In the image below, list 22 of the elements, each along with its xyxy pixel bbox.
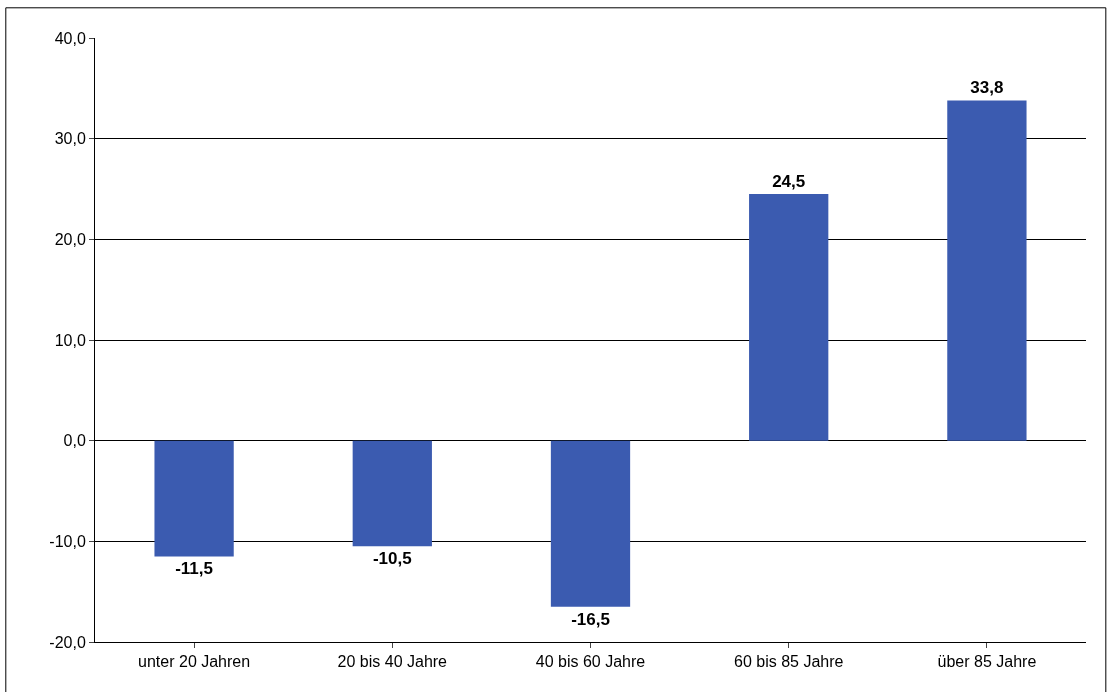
x-tick-label: 20 bis 40 Jahre <box>337 653 448 671</box>
bar <box>749 194 829 441</box>
y-tick-label: 30,0 <box>54 130 86 148</box>
x-tick-label: 40 bis 60 Jahre <box>535 653 646 671</box>
y-tick-label: 40,0 <box>54 29 86 47</box>
bar <box>154 440 234 557</box>
data-label: 33,8 <box>970 78 1004 98</box>
y-tick-label: 0,0 <box>63 432 86 450</box>
data-label: -10,5 <box>372 549 412 569</box>
y-tick-label: -10,0 <box>49 532 86 550</box>
data-label: -11,5 <box>175 559 214 579</box>
x-tick-label: 60 bis 85 Jahre <box>734 653 844 671</box>
bar <box>352 440 432 547</box>
data-label: 24,5 <box>772 172 806 192</box>
x-tick-label: über 85 Jahre <box>937 653 1037 671</box>
x-tick-label: unter 20 Jahren <box>138 653 251 671</box>
data-label: -16,5 <box>571 609 610 629</box>
y-tick-label: 20,0 <box>54 230 86 248</box>
bar <box>550 440 631 607</box>
bar <box>947 100 1027 441</box>
y-tick-label: -20,0 <box>49 633 86 651</box>
y-tick-label: 10,0 <box>54 331 86 349</box>
